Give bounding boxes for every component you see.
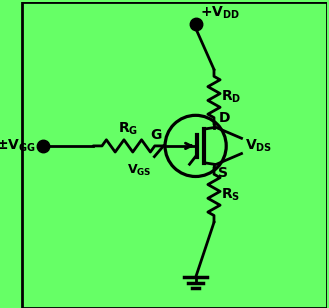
Text: $\mathbf{+V_{DD}}$: $\mathbf{+V_{DD}}$ — [200, 4, 240, 21]
Text: $\mathbf{\pm V_{GG}}$: $\mathbf{\pm V_{GG}}$ — [0, 138, 36, 154]
Text: $\mathbf{R_S}$: $\mathbf{R_S}$ — [221, 187, 240, 203]
Text: $\mathbf{R_G}$: $\mathbf{R_G}$ — [118, 121, 139, 137]
Text: $\mathbf{V_{DS}}$: $\mathbf{V_{DS}}$ — [245, 138, 273, 154]
Text: $\mathbf{V_{GS}}$: $\mathbf{V_{GS}}$ — [127, 163, 151, 178]
Text: $\mathbf{D}$: $\mathbf{D}$ — [218, 111, 230, 125]
Text: $\mathbf{G}$: $\mathbf{G}$ — [150, 128, 163, 142]
Text: $\mathbf{S}$: $\mathbf{S}$ — [217, 166, 228, 180]
Text: $\mathbf{R_D}$: $\mathbf{R_D}$ — [221, 89, 241, 105]
